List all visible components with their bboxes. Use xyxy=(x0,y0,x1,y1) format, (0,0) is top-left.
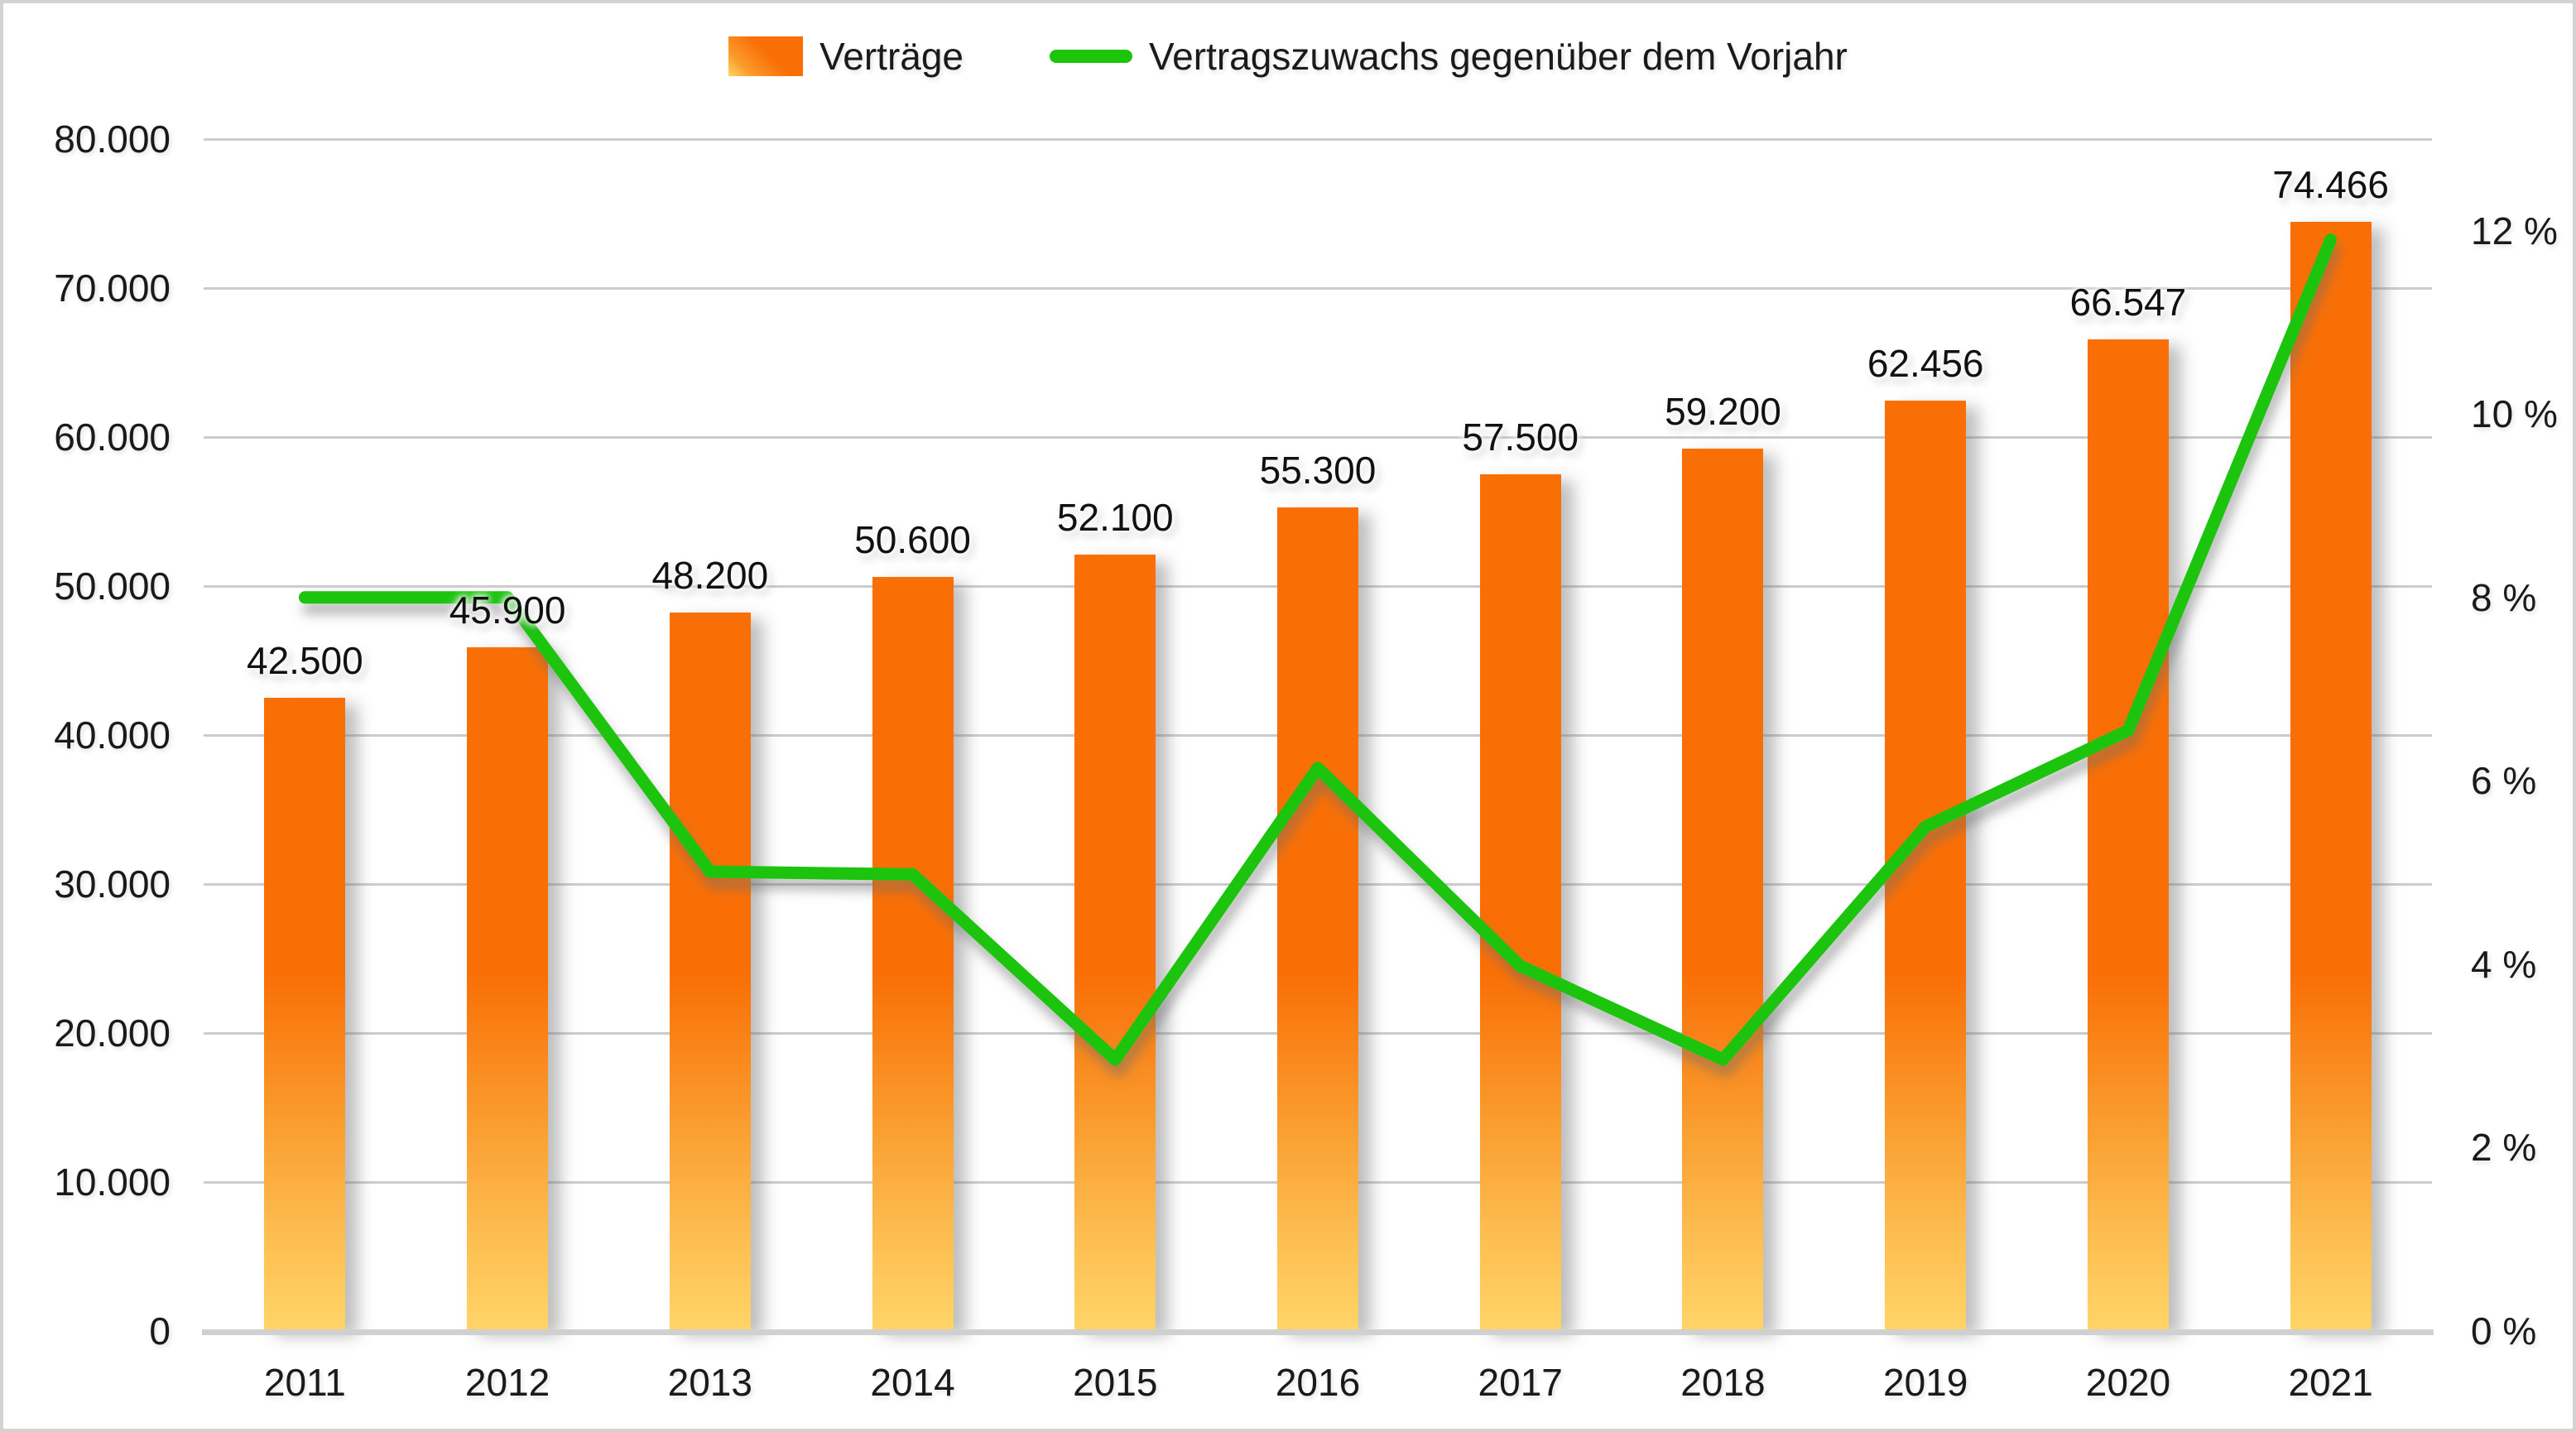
y-tick-right-10%: 10 % xyxy=(2471,392,2558,436)
legend: Verträge Vertragszuwachs gegenüber dem V… xyxy=(0,31,2576,81)
legend-label-vertraege: Verträge xyxy=(819,35,964,78)
bar-value-2019: 62.456 xyxy=(1867,341,1984,385)
x-tick-2014: 2014 xyxy=(870,1361,955,1404)
y-tick-left-70.000: 70.000 xyxy=(54,267,171,310)
bar-value-2015: 52.100 xyxy=(1056,496,1174,540)
x-tick-2018: 2018 xyxy=(1680,1361,1766,1404)
gridline-80000 xyxy=(204,138,2432,141)
bar-2014 xyxy=(872,577,954,1329)
bar-2020 xyxy=(2087,339,2169,1329)
y-tick-right-6%: 6 % xyxy=(2471,759,2537,803)
bar-2017 xyxy=(1479,474,1561,1329)
bar-2019 xyxy=(1885,400,1967,1329)
y-tick-left-20.000: 20.000 xyxy=(54,1012,171,1055)
y-tick-left-80.000: 80.000 xyxy=(54,118,171,161)
x-tick-2021: 2021 xyxy=(2288,1361,2373,1404)
x-tick-2017: 2017 xyxy=(1478,1361,1563,1404)
bar-2018 xyxy=(1682,449,1764,1329)
bar-2011 xyxy=(264,698,346,1329)
y-tick-right-4%: 4 % xyxy=(2471,942,2537,986)
line-series-swatch-icon xyxy=(1050,50,1133,63)
y-tick-left-60.000: 60.000 xyxy=(54,416,171,459)
bar-value-2021: 74.466 xyxy=(2272,162,2389,206)
bar-series-swatch-icon xyxy=(728,36,804,76)
y-tick-right-0%: 0 % xyxy=(2471,1309,2537,1353)
y-tick-left-40.000: 40.000 xyxy=(54,714,171,757)
y-tick-right-8%: 8 % xyxy=(2471,575,2537,619)
bar-value-2012: 45.900 xyxy=(449,588,566,632)
bar-2013 xyxy=(669,613,751,1329)
y-tick-left-30.000: 30.000 xyxy=(54,863,171,906)
y-tick-left-10.000: 10.000 xyxy=(54,1160,171,1204)
legend-label-growth: Vertragszuwachs gegenüber dem Vorjahr xyxy=(1149,35,1848,78)
y-tick-right-12%: 12 % xyxy=(2471,209,2558,252)
bar-2012 xyxy=(467,646,549,1329)
bar-value-2018: 59.200 xyxy=(1665,390,1781,434)
bar-value-2013: 48.200 xyxy=(651,554,769,598)
x-tick-2015: 2015 xyxy=(1073,1361,1158,1404)
x-tick-2016: 2016 xyxy=(1275,1361,1361,1404)
x-tick-2013: 2013 xyxy=(667,1361,752,1404)
x-tick-2012: 2012 xyxy=(464,1361,550,1404)
y-tick-right-2%: 2 % xyxy=(2471,1126,2537,1170)
x-tick-2019: 2019 xyxy=(1883,1361,1968,1404)
bar-value-2020: 66.547 xyxy=(2069,281,2187,324)
bar-2015 xyxy=(1074,555,1156,1329)
x-tick-2020: 2020 xyxy=(2085,1361,2171,1404)
bar-value-2016: 55.300 xyxy=(1259,448,1377,492)
x-tick-2011: 2011 xyxy=(263,1361,346,1404)
bar-value-2011: 42.500 xyxy=(247,639,363,682)
y-tick-left-0: 0 xyxy=(149,1309,171,1353)
bar-2016 xyxy=(1277,507,1358,1329)
y-tick-left-50.000: 50.000 xyxy=(54,565,171,608)
bar-2021 xyxy=(2290,221,2372,1329)
legend-item-vertraege: Verträge xyxy=(728,34,964,79)
legend-item-growth: Vertragszuwachs gegenüber dem Vorjahr xyxy=(1050,34,1848,79)
x-axis-line xyxy=(202,1329,2434,1335)
